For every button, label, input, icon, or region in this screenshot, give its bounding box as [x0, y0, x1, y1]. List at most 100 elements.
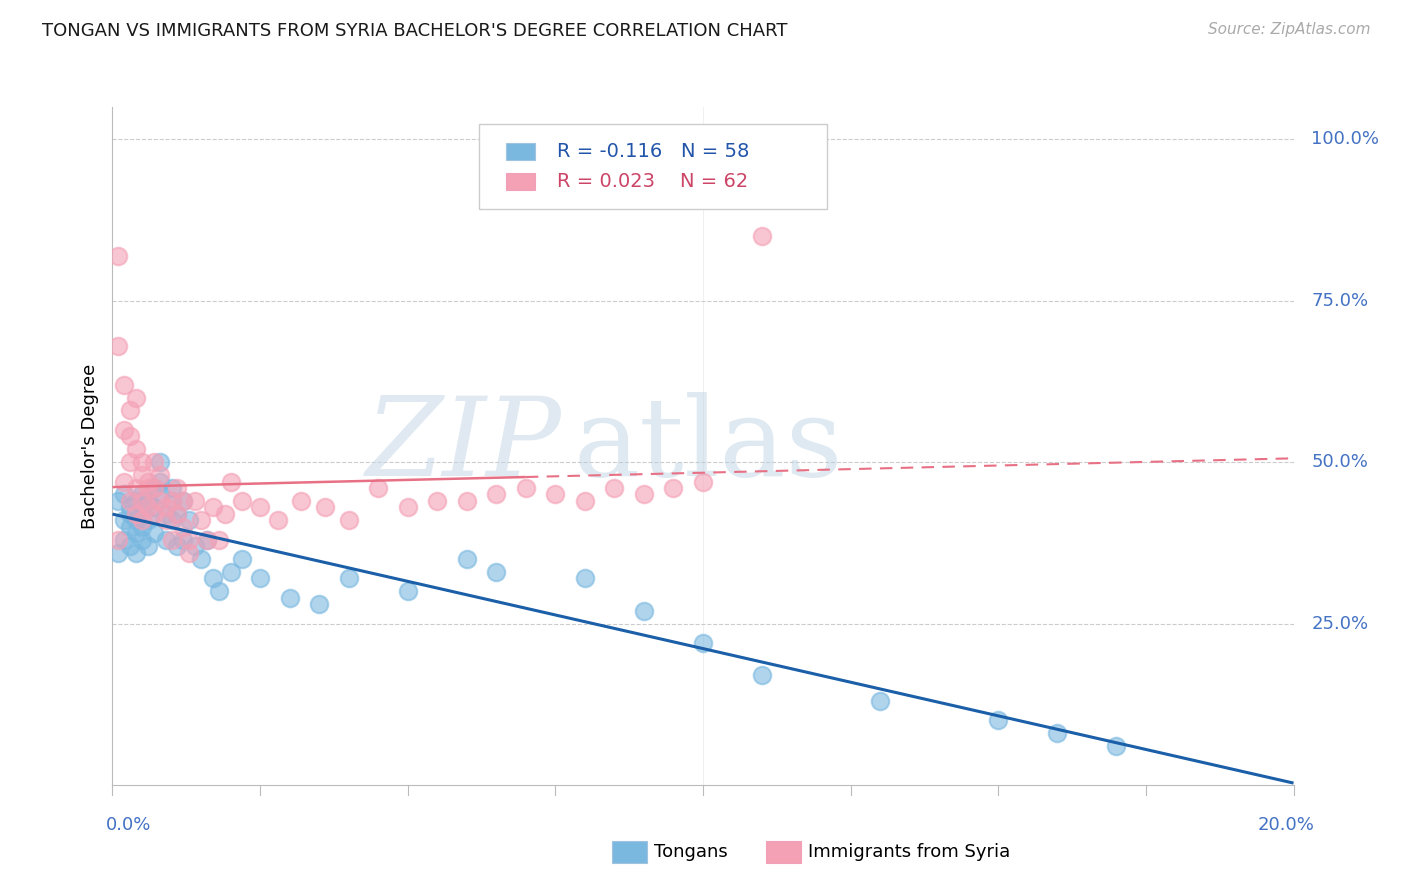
- Point: [869, 694, 891, 708]
- Point: [396, 500, 419, 515]
- Text: 100.0%: 100.0%: [1312, 130, 1379, 148]
- Point: [136, 475, 159, 489]
- Point: [290, 494, 312, 508]
- Point: [120, 455, 142, 469]
- Point: [125, 545, 148, 559]
- Point: [136, 539, 159, 553]
- Point: [160, 513, 183, 527]
- Point: [603, 481, 626, 495]
- Point: [120, 500, 142, 515]
- Point: [160, 494, 183, 508]
- Point: [142, 455, 165, 469]
- Point: [308, 597, 330, 611]
- Point: [166, 481, 188, 495]
- Point: [1046, 726, 1069, 740]
- Point: [112, 487, 135, 501]
- Point: [142, 481, 165, 495]
- Point: [112, 475, 135, 489]
- Point: [208, 584, 231, 599]
- Point: [155, 533, 177, 547]
- Point: [131, 494, 153, 508]
- Point: [149, 487, 172, 501]
- Point: [544, 487, 567, 501]
- Point: [155, 513, 177, 527]
- Text: 20.0%: 20.0%: [1258, 816, 1315, 834]
- Point: [166, 507, 188, 521]
- Point: [190, 552, 212, 566]
- Text: Source: ZipAtlas.com: Source: ZipAtlas.com: [1208, 22, 1371, 37]
- Text: Immigrants from Syria: Immigrants from Syria: [808, 843, 1011, 861]
- Point: [142, 500, 165, 515]
- Point: [131, 519, 153, 533]
- Text: R = 0.023    N = 62: R = 0.023 N = 62: [557, 172, 748, 191]
- Point: [249, 571, 271, 585]
- Point: [107, 248, 129, 262]
- Point: [231, 552, 253, 566]
- Point: [314, 500, 336, 515]
- Point: [515, 481, 537, 495]
- Point: [278, 591, 301, 605]
- Point: [456, 552, 478, 566]
- Point: [107, 494, 129, 508]
- Text: Tongans: Tongans: [654, 843, 727, 861]
- Point: [184, 539, 207, 553]
- Point: [160, 533, 183, 547]
- Point: [125, 481, 148, 495]
- Y-axis label: Bachelor's Degree: Bachelor's Degree: [80, 363, 98, 529]
- Point: [633, 487, 655, 501]
- Point: [142, 526, 165, 541]
- Point: [751, 668, 773, 682]
- Point: [120, 519, 142, 533]
- Point: [662, 481, 685, 495]
- Point: [136, 481, 159, 495]
- Point: [149, 455, 172, 469]
- Point: [136, 494, 159, 508]
- Point: [155, 500, 177, 515]
- Point: [231, 494, 253, 508]
- Point: [633, 604, 655, 618]
- Point: [751, 229, 773, 244]
- Text: R = -0.116   N = 58: R = -0.116 N = 58: [557, 142, 749, 161]
- Point: [219, 475, 242, 489]
- Point: [179, 533, 201, 547]
- Point: [125, 494, 148, 508]
- Point: [131, 513, 153, 527]
- Point: [112, 533, 135, 547]
- Point: [249, 500, 271, 515]
- FancyBboxPatch shape: [506, 143, 536, 160]
- Point: [120, 429, 142, 443]
- Text: ZIP: ZIP: [366, 392, 561, 500]
- Point: [1105, 739, 1128, 754]
- Point: [160, 494, 183, 508]
- Point: [456, 494, 478, 508]
- Point: [125, 442, 148, 457]
- Point: [172, 494, 194, 508]
- Point: [190, 513, 212, 527]
- Point: [112, 423, 135, 437]
- Point: [426, 494, 449, 508]
- Text: 25.0%: 25.0%: [1312, 615, 1368, 632]
- Point: [485, 565, 508, 579]
- Point: [107, 545, 129, 559]
- Point: [125, 391, 148, 405]
- Point: [120, 494, 142, 508]
- Point: [208, 533, 231, 547]
- Point: [149, 468, 172, 483]
- Point: [574, 571, 596, 585]
- Point: [987, 714, 1010, 728]
- Point: [179, 513, 201, 527]
- Point: [195, 533, 218, 547]
- Point: [201, 571, 224, 585]
- Text: 0.0%: 0.0%: [105, 816, 150, 834]
- Point: [107, 339, 129, 353]
- Point: [142, 481, 165, 495]
- Point: [179, 545, 201, 559]
- Point: [131, 468, 153, 483]
- Point: [160, 481, 183, 495]
- Point: [120, 507, 142, 521]
- Point: [184, 494, 207, 508]
- Point: [120, 403, 142, 417]
- Point: [172, 519, 194, 533]
- Point: [337, 571, 360, 585]
- Point: [107, 533, 129, 547]
